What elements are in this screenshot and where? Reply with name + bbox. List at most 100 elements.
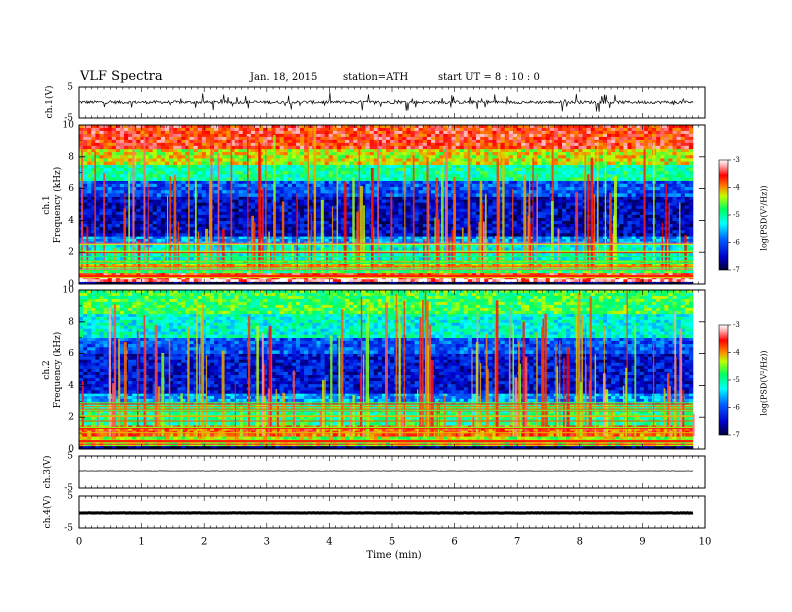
spectrum-cell [533, 224, 538, 228]
spectrum-cell [410, 208, 415, 213]
spectrum-cell [189, 272, 194, 278]
spectrum-cell [611, 211, 616, 216]
spectrum-cell [197, 199, 203, 203]
spectrum-cell [684, 221, 690, 225]
spectrum-cell [373, 236, 379, 240]
spectrum-cell [279, 279, 284, 282]
spectrum-cell [635, 217, 641, 222]
spectrum-cell [316, 236, 321, 240]
spectrum-cell [87, 238, 92, 242]
spectrum-cell [459, 272, 465, 278]
spectrum-cell [521, 256, 526, 261]
spectrum-cell [680, 180, 686, 185]
spectrum-cell [688, 217, 694, 222]
spectrum-cell [447, 224, 452, 228]
spectrum-cell [353, 202, 358, 207]
spectrum-cell [676, 253, 682, 258]
spectrum-cell [386, 256, 391, 261]
spectrum-cell [623, 238, 628, 242]
spectrum-cell [508, 272, 514, 278]
spectrum-cell [193, 270, 199, 274]
spectrum-cell [377, 262, 383, 266]
spectrum-cell [410, 205, 415, 210]
spectrum-cell [627, 236, 632, 240]
spectrum-cell [623, 227, 628, 231]
spectrum-cell [635, 272, 641, 278]
spectrum-cell [410, 233, 415, 237]
spectrum-cell [283, 233, 289, 237]
spectrum-cell [300, 202, 305, 207]
spectrum-cell [553, 253, 559, 258]
spectrum-cell [345, 281, 350, 285]
spectrum-cell [295, 205, 301, 210]
spectrum-cell [394, 211, 399, 216]
spectrum-cell [386, 227, 391, 231]
spectrum-cell [406, 217, 411, 222]
spectrum-cell [476, 205, 481, 210]
spectrum-cell [471, 281, 477, 285]
spectrum-cell [107, 262, 113, 266]
spectrum-cell [377, 196, 383, 200]
spectrum-cell [267, 227, 272, 231]
spectrum-cell [459, 230, 465, 234]
spectrum-cell [410, 262, 415, 266]
spectrum-cell [300, 276, 305, 280]
spectrum-cell [83, 244, 88, 248]
spectrum-cell [267, 199, 272, 203]
spectrum-cell [406, 224, 411, 228]
spectrum-cell [324, 247, 329, 251]
spectrum-cell [672, 281, 677, 285]
spectrum-cell [525, 221, 530, 225]
spectrum-cell [492, 253, 497, 258]
spectrum-cell [386, 224, 391, 228]
spectrum-cell [300, 262, 305, 266]
spectrum-cell [279, 270, 284, 274]
spectrum-cell [512, 233, 518, 237]
spectrum-cell [156, 183, 162, 188]
spectrum-cell [647, 180, 653, 185]
spectrum-cell [201, 208, 207, 213]
spectrum-cell [349, 233, 354, 237]
spectrum-cell [287, 180, 293, 185]
spectrum-cell [246, 183, 252, 188]
spectrum-cell [516, 196, 522, 200]
spectrum-cell [160, 238, 166, 242]
spectrum-cell [398, 233, 403, 237]
spectrum-cell [627, 208, 632, 213]
spectrum-cell [365, 276, 370, 280]
spectrum-cell [566, 205, 571, 210]
spectrum-cell [173, 281, 178, 285]
spectrum-cell [136, 221, 141, 225]
spectrum-cell [439, 276, 444, 280]
spectrum-cell [95, 227, 100, 231]
spectrum-cell [365, 208, 370, 213]
spectrum-cell [598, 238, 604, 242]
spectrum-cell [107, 183, 113, 188]
spectrum-cell [373, 233, 379, 237]
spectrum-cell [570, 221, 575, 225]
spectrum-cell [647, 279, 653, 282]
spectrum-cell [443, 281, 448, 285]
spectrum-cell [128, 224, 133, 228]
spectrum-cell [160, 214, 166, 219]
spectrum-cell [99, 262, 104, 266]
spectrum-cell [230, 236, 235, 240]
spectrum-cell [328, 272, 334, 278]
spectrum-cell [627, 262, 632, 266]
spectrum-cell [140, 199, 145, 203]
spectrum-cell [615, 244, 620, 248]
spectrum-cell [541, 211, 546, 216]
spectrum-cell [537, 253, 542, 258]
spectrum-cell [164, 272, 170, 278]
spectrum-cell [570, 202, 575, 207]
spectrum-cell [553, 238, 559, 242]
spectrum-cell [295, 221, 301, 225]
spectrum-cell [484, 183, 489, 188]
spectrum-cell [99, 253, 104, 258]
spectrum-cell [377, 265, 383, 269]
spectrum-cell [222, 199, 227, 203]
spectrum-cell [545, 227, 551, 231]
spectrum-cell [602, 272, 608, 278]
spectrum-cell [398, 214, 403, 219]
spectrum-cell [688, 199, 694, 203]
